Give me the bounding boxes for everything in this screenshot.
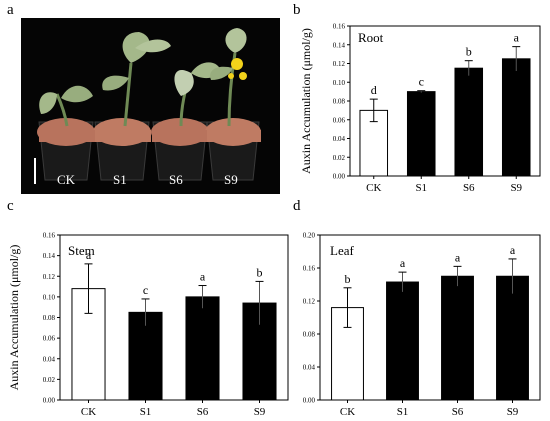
significance-letter: a	[86, 248, 92, 262]
leaf-s9-1	[225, 28, 247, 53]
y-tick-label: 0.12	[43, 273, 56, 281]
significance-letter: a	[510, 243, 516, 257]
x-tick-label: S1	[397, 406, 409, 418]
flower-s9-2	[239, 72, 247, 80]
significance-letter: b	[466, 45, 472, 59]
seedling-photo: CK S1 S6 S9	[21, 18, 280, 194]
y-axis-label: Auxin Accumulation (μmol/g)	[299, 28, 313, 174]
bar-s1	[386, 281, 419, 401]
leaf-s1-2	[102, 75, 129, 91]
stem-ck	[55, 93, 69, 127]
y-tick-label: 0.00	[43, 397, 56, 405]
leaf-ck-2	[61, 85, 93, 103]
photo-label-s6: S6	[169, 172, 183, 187]
chart-leaf-svg: 0.00 0.04 0.08 0.12 0.16 0.20 b CK a S1 a S6 a S9 Leaf	[303, 232, 541, 418]
y-tick-label: 0.08	[43, 314, 56, 322]
y-tick-label: 0.10	[333, 79, 346, 87]
flower-s9-3	[228, 73, 234, 79]
y-tick-label: 0.14	[43, 252, 56, 260]
significance-letter: a	[400, 256, 406, 270]
bar-s6	[454, 67, 484, 177]
x-tick-label: S6	[452, 406, 464, 418]
flower-s9-1	[231, 58, 243, 70]
bar-s1	[128, 311, 163, 401]
chart-root-svg: 0.00 0.02 0.04 0.06 0.08 0.10 0.12 0.14 0.16 d CK c…	[299, 23, 541, 194]
significance-letter: b	[257, 265, 263, 279]
photo-label-s9: S9	[224, 172, 238, 187]
y-tick-label: 0.00	[333, 173, 346, 181]
y-tick-label: 0.16	[303, 265, 316, 273]
x-tick-label: S9	[507, 406, 519, 418]
bar-s9	[496, 275, 529, 401]
y-tick-label: 0.16	[43, 232, 56, 240]
leaf-ck-1	[39, 92, 57, 114]
y-tick-label: 0.00	[303, 397, 316, 405]
y-tick-label: 0.14	[333, 41, 346, 49]
x-tick-label: CK	[366, 182, 381, 194]
x-tick-label: CK	[81, 406, 96, 418]
x-tick-label: CK	[340, 406, 355, 418]
chart-leaf: 0.00 0.04 0.08 0.12 0.16 0.20 b CK a S1 a S6 a S9 Leaf	[295, 225, 545, 420]
panel-letter-d: d	[293, 198, 301, 214]
x-tick-label: S6	[463, 182, 475, 194]
plot-frame	[319, 234, 541, 401]
y-tick-label: 0.10	[43, 293, 56, 301]
y-tick-label: 0.04	[303, 364, 316, 372]
significance-letter: d	[371, 83, 377, 97]
panel-letter-c: c	[7, 198, 14, 214]
y-tick-label: 0.06	[43, 335, 56, 343]
bar-s9	[501, 58, 531, 177]
bar-s1	[406, 91, 436, 177]
y-tick-label: 0.12	[333, 60, 346, 68]
chart-title: Root	[358, 30, 384, 45]
panel-letter-a: a	[7, 2, 14, 18]
photo-label-ck: CK	[57, 172, 76, 187]
significance-letter: b	[345, 272, 351, 286]
y-tick-label: 0.12	[303, 298, 316, 306]
bar-s6	[441, 275, 474, 401]
y-tick-label: 0.06	[333, 116, 346, 124]
seedling-photo-drawing: CK S1 S6 S9	[34, 28, 261, 187]
x-tick-label: S6	[197, 406, 209, 418]
chart-root: 0.00 0.02 0.04 0.06 0.08 0.10 0.12 0.14 0.16 d CK c…	[299, 18, 545, 208]
significance-letter: c	[143, 283, 148, 297]
photo-label-s1: S1	[113, 172, 127, 187]
chart-title: Stem	[68, 243, 95, 258]
significance-letter: a	[514, 31, 520, 45]
panel-letter-b: b	[293, 2, 301, 18]
significance-letter: a	[200, 270, 206, 284]
y-axis-label: Auxin Accumulation (μmol/g)	[7, 245, 21, 391]
chart-stem-svg: 0.00 0.02 0.04 0.06 0.08 0.10 0.12 0.14 0.16 a CK c…	[7, 232, 289, 418]
leaf-s6-1	[174, 70, 194, 96]
y-tick-label: 0.04	[333, 135, 346, 143]
y-tick-label: 0.08	[303, 331, 316, 339]
y-tick-label: 0.20	[303, 232, 316, 240]
leaf-s1-3	[135, 39, 171, 53]
chart-title: Leaf	[330, 243, 354, 258]
leaf-s9-2	[210, 66, 233, 80]
bar-s6	[185, 296, 220, 401]
significance-letter: c	[419, 75, 424, 89]
stem-s1	[123, 62, 133, 127]
x-tick-label: S1	[140, 406, 152, 418]
x-tick-label: S9	[254, 406, 266, 418]
significance-letter: a	[455, 250, 461, 264]
x-tick-label: S9	[510, 182, 522, 194]
y-tick-label: 0.16	[333, 23, 346, 31]
y-tick-label: 0.02	[43, 376, 56, 384]
y-tick-label: 0.04	[43, 355, 56, 363]
chart-stem: 0.00 0.02 0.04 0.06 0.08 0.10 0.12 0.14 0.16 a CK c…	[7, 225, 293, 420]
y-tick-label: 0.08	[333, 98, 346, 106]
x-tick-label: S1	[415, 182, 427, 194]
y-tick-label: 0.02	[333, 154, 346, 162]
